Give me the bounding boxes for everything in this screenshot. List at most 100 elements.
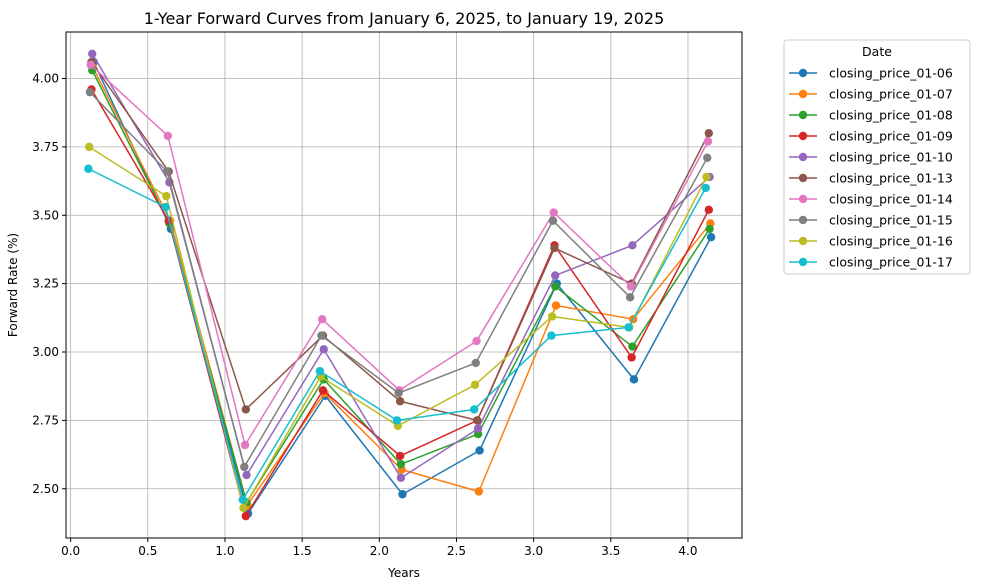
data-point	[318, 386, 328, 395]
data-point	[706, 232, 716, 242]
legend-label: closing_price_01-06	[829, 66, 953, 81]
data-point	[703, 153, 712, 163]
data-point	[628, 342, 637, 351]
x-tick-label: 3.5	[601, 544, 620, 558]
legend-swatch-marker	[798, 89, 808, 99]
legend-label: closing_price_01-17	[829, 255, 953, 270]
data-point	[163, 131, 173, 141]
data-point	[701, 183, 710, 193]
data-point	[473, 424, 483, 433]
y-axis-label: Forward Rate (%)	[6, 233, 20, 337]
data-point	[88, 49, 97, 59]
data-point	[317, 331, 326, 340]
series-line	[91, 69, 711, 504]
x-tick-label: 2.5	[447, 544, 466, 558]
data-point	[625, 293, 635, 302]
data-point	[162, 167, 172, 176]
data-point	[705, 224, 714, 234]
data-point	[318, 314, 327, 324]
series-closing_price_01-13	[87, 57, 714, 425]
legend-item: closing_price_01-09	[789, 129, 953, 144]
data-point	[470, 380, 480, 390]
data-point	[472, 336, 481, 346]
data-point	[551, 271, 560, 280]
legend-swatch-marker	[798, 152, 808, 162]
x-tick-label: 2.0	[370, 544, 389, 558]
legend-items: closing_price_01-06 closing_price_01-07cl…	[789, 66, 953, 270]
legend-label: closing_price_01-13	[829, 171, 953, 186]
legend-label: closing_price_01-14	[829, 192, 953, 207]
data-point	[162, 191, 171, 201]
data-point	[395, 397, 405, 406]
legend-label: closing_price_01-07	[829, 87, 953, 102]
y-tick-label: 3.50	[32, 208, 59, 222]
series-line	[89, 91, 708, 468]
data-point	[627, 353, 636, 362]
data-point	[551, 301, 561, 310]
series-line	[88, 168, 707, 501]
data-point	[396, 459, 406, 469]
data-point	[319, 345, 328, 354]
legend-item: closing_price_01-13	[789, 171, 953, 186]
data-point	[547, 312, 557, 321]
data-point	[240, 440, 250, 450]
legend-swatch-marker	[798, 236, 808, 246]
legend-box	[783, 39, 971, 275]
legend-item: closing_price_01-17	[789, 255, 953, 270]
data-point	[626, 282, 636, 291]
data-point	[473, 416, 482, 425]
series-line	[90, 61, 710, 422]
y-tick-label: 3.00	[32, 345, 59, 359]
x-axis-ticks: 0.0 0.5 1.0 1.5 2.0 2.5 3.0 3.5 4.0	[61, 538, 698, 558]
legend-item: closing_price_01-08	[789, 108, 953, 123]
data-point	[394, 388, 403, 398]
series-closing_price_01-17	[84, 164, 710, 504]
data-point	[241, 405, 251, 414]
legend-label: closing_price_01-09	[829, 129, 953, 144]
data-point	[85, 87, 95, 97]
y-tick-label: 2.50	[32, 482, 59, 496]
data-point	[470, 405, 479, 414]
legend-label: closing_price_01-16	[829, 234, 953, 249]
data-point	[474, 487, 484, 496]
data-point	[238, 495, 247, 504]
x-tick-label: 4.0	[678, 544, 697, 558]
legend-item: closing_price_01-14	[789, 192, 953, 207]
y-tick-label: 4.00	[32, 71, 59, 85]
data-point	[704, 205, 714, 214]
data-point	[624, 323, 633, 332]
data-point	[86, 60, 95, 70]
data-point	[703, 137, 713, 146]
legend-swatch-marker	[798, 68, 808, 78]
legend-label: closing_price_01-15	[829, 213, 953, 228]
y-tick-label: 3.75	[32, 140, 59, 154]
data-point	[551, 282, 560, 291]
legend-item: closing_price_01-10	[789, 150, 953, 165]
data-point	[629, 375, 639, 384]
x-axis-label: Years	[387, 566, 420, 580]
data-point	[398, 490, 407, 499]
data-point	[396, 473, 406, 483]
series-closing_price_01-07	[88, 63, 715, 510]
data-point	[704, 129, 714, 138]
legend-item: closing_price_01-16	[789, 234, 953, 249]
series-closing_price_01-09	[87, 85, 714, 521]
series-closing_price_01-15	[85, 87, 712, 472]
data-point	[84, 164, 93, 173]
data-point	[471, 358, 480, 368]
x-tick-label: 1.0	[215, 544, 234, 558]
plot-area-frame	[65, 31, 743, 539]
x-tick-label: 3.0	[524, 544, 543, 558]
data-point	[549, 208, 558, 217]
legend-label: closing_price_01-10	[829, 150, 953, 165]
data-point	[240, 462, 249, 472]
data-point	[702, 172, 711, 182]
data-point	[395, 451, 405, 461]
x-tick-label: 0.5	[138, 544, 157, 558]
data-point	[547, 331, 556, 340]
data-point	[475, 446, 484, 455]
data-point	[161, 202, 170, 212]
legend-swatch-marker	[798, 194, 808, 204]
legend-item: closing_price_01-06	[789, 66, 953, 81]
